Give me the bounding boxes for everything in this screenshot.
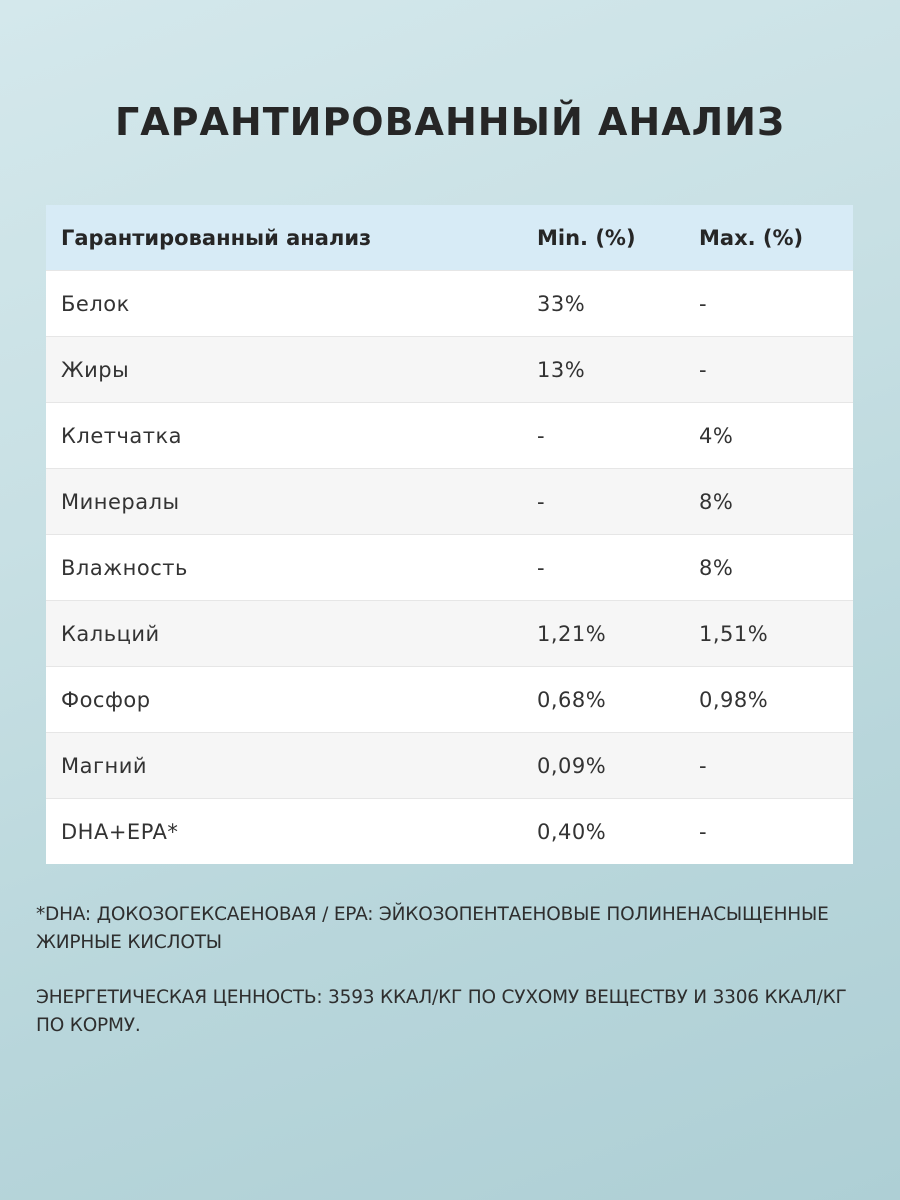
- table-row: Минералы - 8%: [46, 468, 853, 535]
- min-value: 0,68%: [537, 666, 699, 733]
- table-row: Кальций 1,21% 1,51%: [46, 600, 853, 667]
- max-value: -: [699, 270, 853, 337]
- table-row: DHA+EPA* 0,40% -: [46, 798, 853, 864]
- min-value: -: [537, 534, 699, 601]
- nutrient-name: Кальций: [46, 600, 537, 667]
- nutrient-name: Клетчатка: [46, 402, 537, 469]
- max-value: 8%: [699, 468, 853, 535]
- table-row: Магний 0,09% -: [46, 732, 853, 799]
- max-value: 0,98%: [699, 666, 853, 733]
- nutrient-name: Жиры: [46, 336, 537, 403]
- table-row: Белок 33% -: [46, 270, 853, 337]
- page-title: ГАРАНТИРОВАННЫЙ АНАЛИЗ: [115, 100, 785, 144]
- nutrient-name: Влажность: [46, 534, 537, 601]
- min-value: 33%: [537, 270, 699, 337]
- max-value: 1,51%: [699, 600, 853, 667]
- column-header-nutrient: Гарантированный анализ: [46, 205, 537, 271]
- max-value: -: [699, 732, 853, 799]
- max-value: -: [699, 336, 853, 403]
- min-value: 0,40%: [537, 798, 699, 864]
- table-row: Клетчатка - 4%: [46, 402, 853, 469]
- max-value: 4%: [699, 402, 853, 469]
- analysis-table: Гарантированный анализ Min. (%) Max. (%)…: [46, 205, 853, 864]
- table-header-row: Гарантированный анализ Min. (%) Max. (%): [46, 205, 853, 271]
- min-value: 0,09%: [537, 732, 699, 799]
- nutrient-name: Минералы: [46, 468, 537, 535]
- min-value: -: [537, 402, 699, 469]
- nutrient-name: Белок: [46, 270, 537, 337]
- table-row: Жиры 13% -: [46, 336, 853, 403]
- nutrient-name: DHA+EPA*: [46, 798, 537, 864]
- footnote-dha-epa: *DHA: ДОКОЗОГЕКСАЕНОВАЯ / EPA: ЭЙКОЗОПЕН…: [36, 904, 829, 953]
- table-row: Фосфор 0,68% 0,98%: [46, 666, 853, 733]
- nutrient-name: Фосфор: [46, 666, 537, 733]
- min-value: -: [537, 468, 699, 535]
- column-header-max: Max. (%): [699, 205, 853, 271]
- footnote-energy-value: ЭНЕРГЕТИЧЕСКАЯ ЦЕННОСТЬ: 3593 ККАЛ/КГ ПО…: [36, 987, 847, 1036]
- max-value: -: [699, 798, 853, 864]
- nutrient-name: Магний: [46, 732, 537, 799]
- max-value: 8%: [699, 534, 853, 601]
- table-row: Влажность - 8%: [46, 534, 853, 601]
- min-value: 1,21%: [537, 600, 699, 667]
- column-header-min: Min. (%): [537, 205, 699, 271]
- min-value: 13%: [537, 336, 699, 403]
